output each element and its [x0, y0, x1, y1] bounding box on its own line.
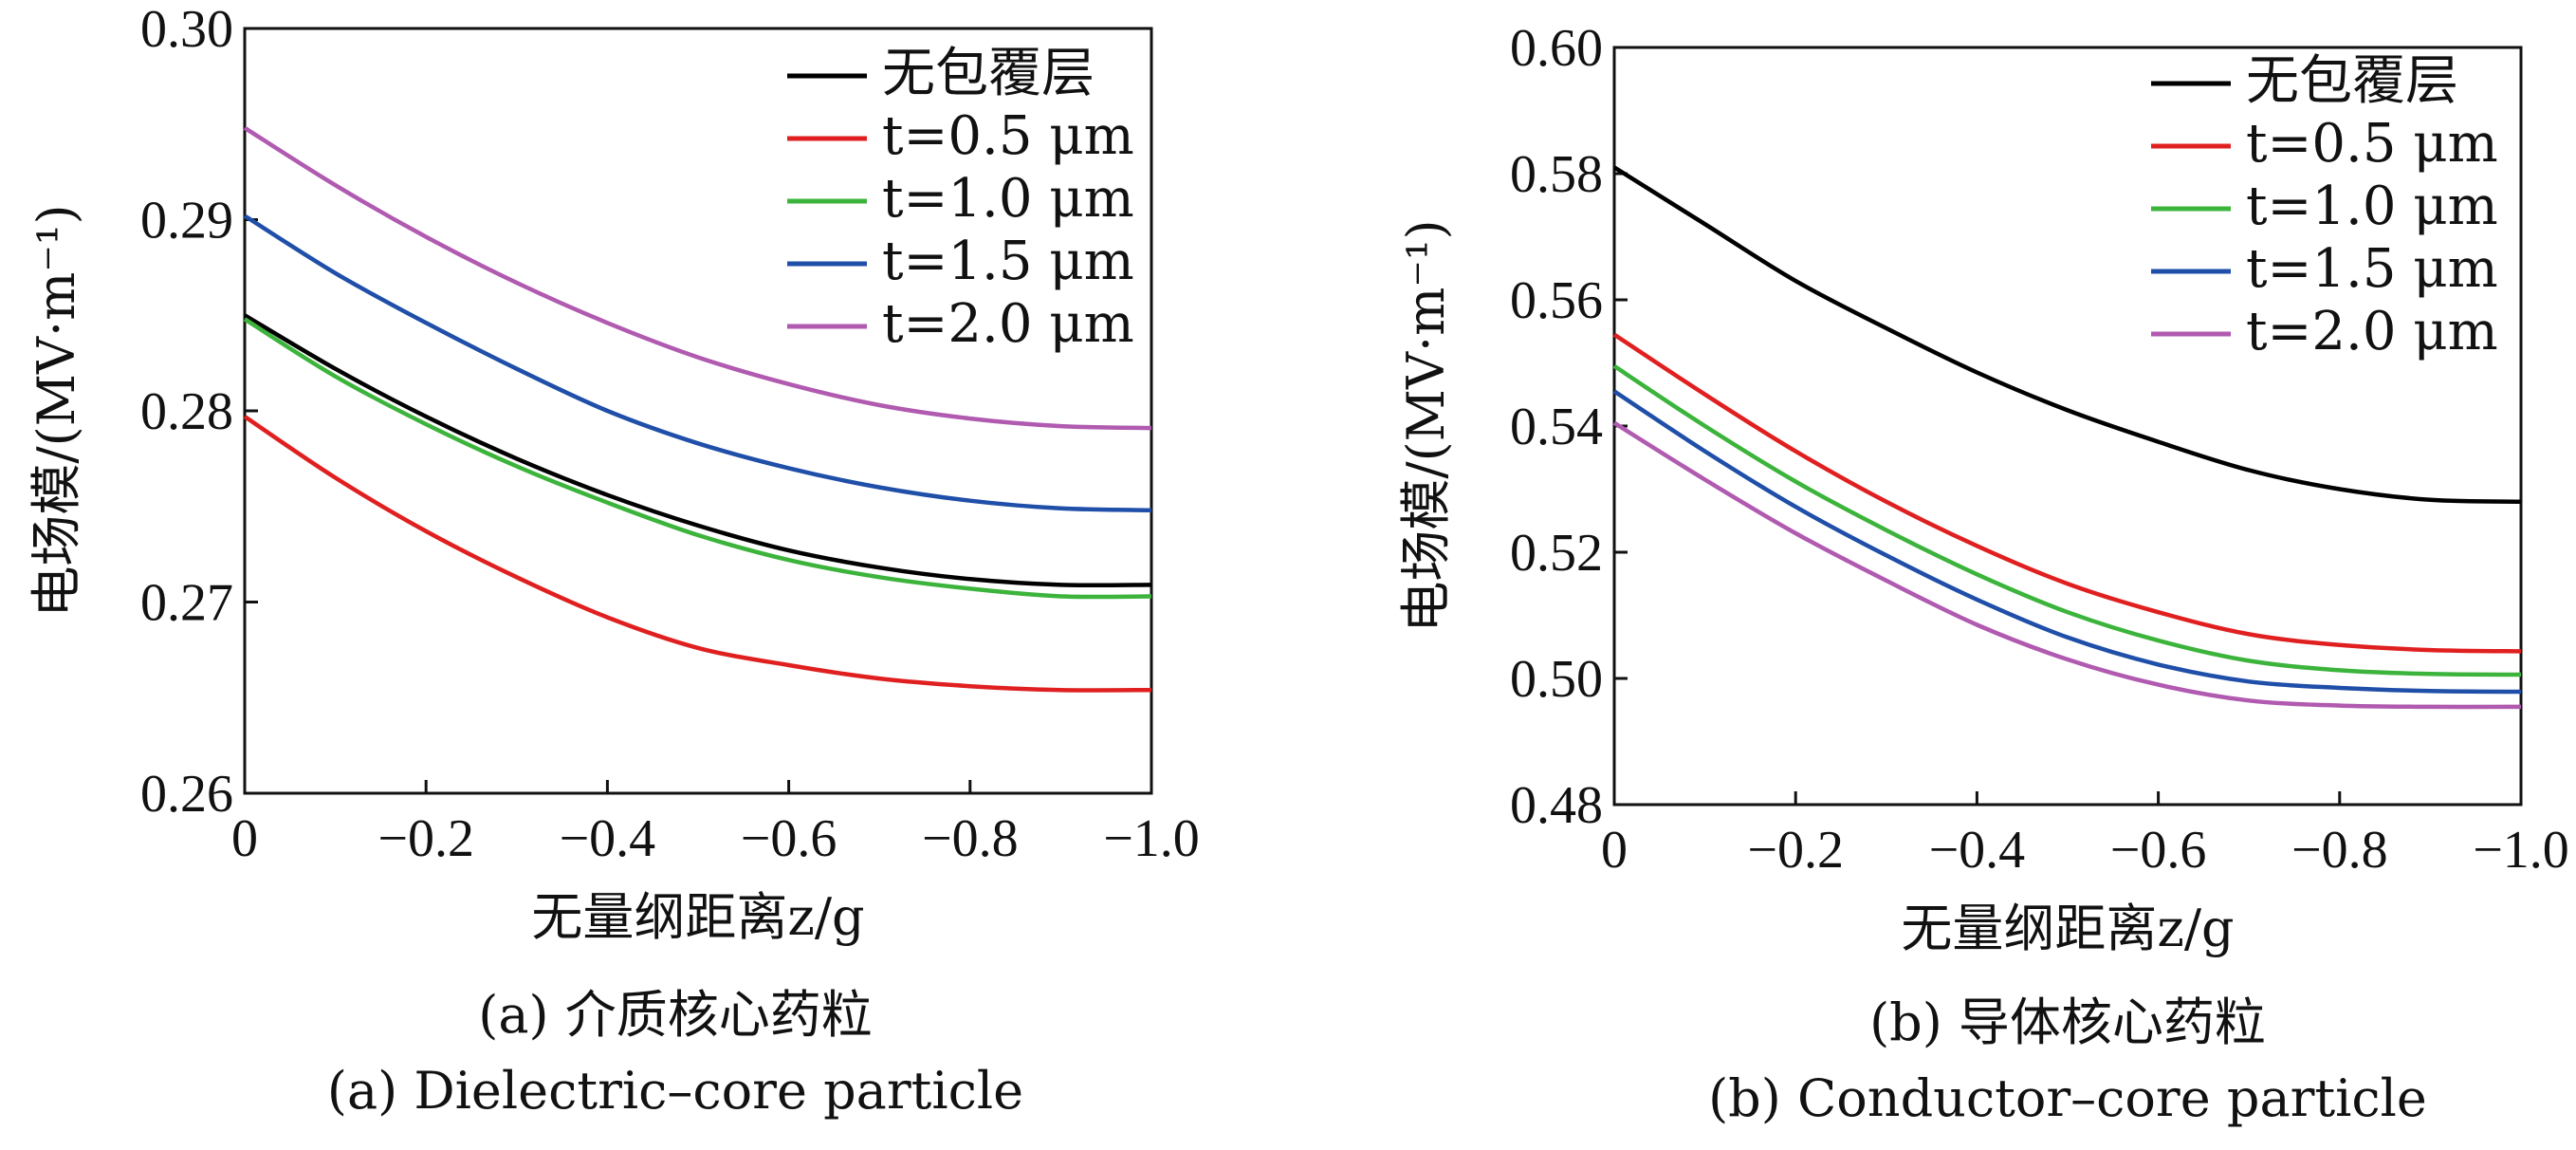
- chart-b: 0 −0.2 −0.4 −0.6 −0.8 −1.0 0.48 0.50 0.52 0.54 0.5…: [1396, 19, 2569, 1128]
- x-tick-label: −1.0: [2473, 821, 2569, 880]
- y-axis-title: 电场模/(MV·m⁻¹): [1396, 219, 1456, 632]
- legend-label-2: t=1.0 μm: [882, 168, 1134, 230]
- legend-label-4: t=2.0 μm: [882, 293, 1134, 355]
- series-line-3: [1612, 389, 2522, 695]
- legend-label-1: t=0.5 μm: [882, 105, 1134, 167]
- y-tick-label: 0.26: [140, 765, 233, 824]
- x-tick-label: −0.4: [1929, 821, 2026, 880]
- legend-label-3: t=1.5 μm: [2246, 238, 2498, 300]
- y-tick-label: 0.50: [1510, 650, 1603, 709]
- y-tick-label: 0.58: [1510, 145, 1603, 204]
- series-line-2: [1612, 363, 2522, 677]
- x-tick-label: −1.0: [1103, 809, 1200, 868]
- legend-label-0: 无包覆层: [2246, 50, 2458, 112]
- caption-en: (b) Conductor–core particle: [1708, 1068, 2427, 1128]
- legend-label-3: t=1.5 μm: [882, 231, 1134, 292]
- y-tick-label: 0.30: [140, 0, 233, 59]
- series-line-3: [243, 213, 1152, 513]
- y-tick-label: 0.52: [1510, 524, 1603, 583]
- x-tick-label: −0.8: [2291, 821, 2388, 880]
- legend-label-2: t=1.0 μm: [2246, 176, 2498, 237]
- x-tick-label: −0.6: [741, 809, 837, 868]
- legend-label-1: t=0.5 μm: [2246, 113, 2498, 175]
- legend-label-4: t=2.0 μm: [2246, 301, 2498, 362]
- y-tick-label: 0.56: [1510, 271, 1603, 330]
- x-tick-label: −0.2: [1747, 821, 1844, 880]
- caption-en: (a) Dielectric–core particle: [327, 1061, 1023, 1121]
- x-tick-label: −0.8: [922, 809, 1019, 868]
- series-line-2: [243, 317, 1152, 600]
- y-tick-label: 0.29: [140, 192, 233, 250]
- x-axis-title: 无量纲距离z/g: [1901, 899, 2234, 958]
- series-line-0: [243, 313, 1152, 588]
- y-tick-label: 0.28: [140, 382, 233, 441]
- series-line-0: [1612, 165, 2522, 505]
- y-tick-label: 0.27: [140, 574, 233, 633]
- x-tick-label: 0: [1601, 821, 1628, 880]
- chart-a: 0 −0.2 −0.4 −0.6 −0.8 −1.0 0.26 0.27 0.28 0.29 0.3…: [27, 0, 1200, 1121]
- series-line-4: [1612, 420, 2522, 710]
- caption-cn: (a) 介质核心药粒: [478, 985, 873, 1045]
- y-tick-label: 0.54: [1510, 398, 1603, 456]
- x-axis-title: 无量纲距离z/g: [531, 887, 864, 947]
- y-tick-label: 0.48: [1510, 776, 1603, 835]
- x-tick-label: −0.6: [2110, 821, 2207, 880]
- x-tick-label: 0: [231, 809, 258, 868]
- x-tick-label: −0.4: [560, 809, 656, 868]
- x-tick-label: −0.2: [377, 809, 474, 868]
- y-axis-title: 电场模/(MV·m⁻¹): [27, 204, 86, 617]
- series-line-4: [243, 125, 1152, 431]
- caption-cn: (b) 导体核心药粒: [1869, 992, 2266, 1052]
- legend-label-0: 无包覆层: [882, 43, 1095, 104]
- y-tick-label: 0.60: [1510, 19, 1603, 78]
- series-line-1: [243, 415, 1152, 693]
- series-line-1: [1612, 332, 2522, 654]
